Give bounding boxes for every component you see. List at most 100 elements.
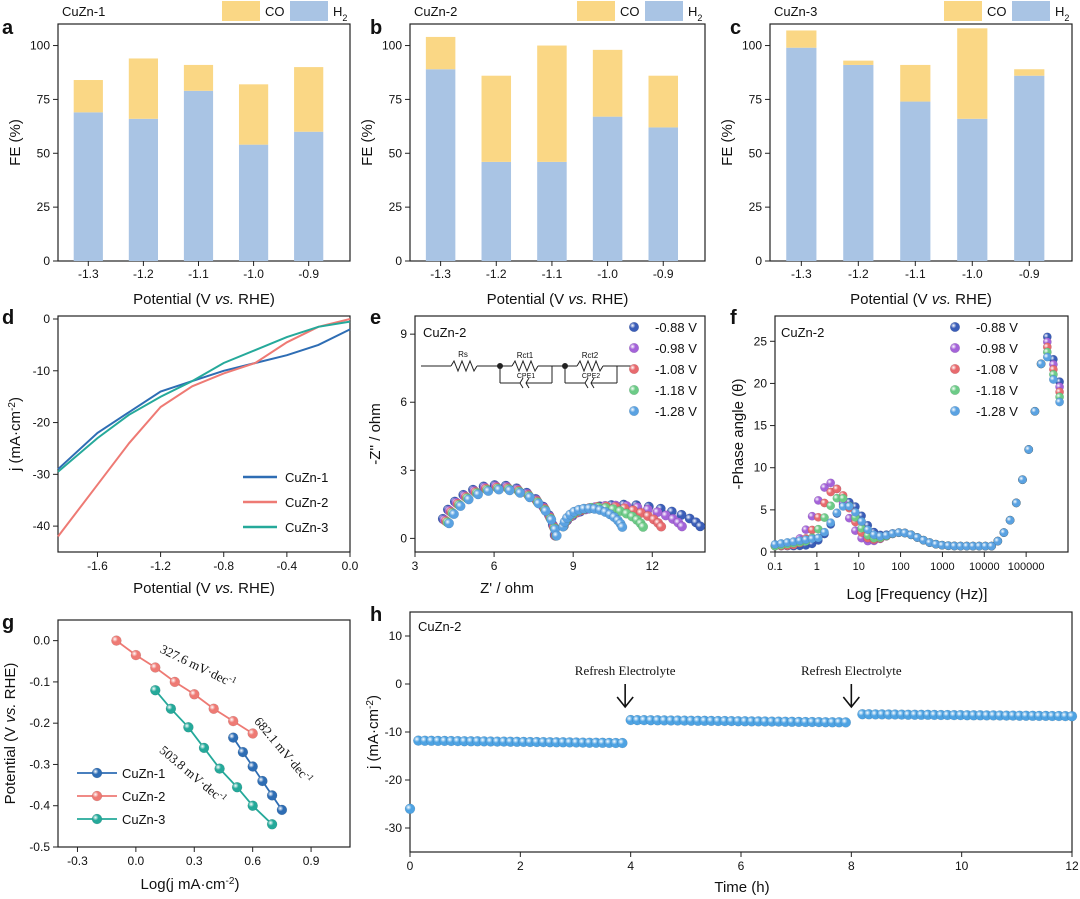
series-line-cuzn-1 [57, 328, 351, 470]
data-point [826, 478, 836, 488]
x-tick-label: -1.0 [962, 267, 983, 281]
bar-h2 [900, 101, 931, 262]
data-point [493, 484, 504, 495]
bar-co [425, 36, 456, 70]
y-tick-label: -30 [33, 467, 51, 481]
panel-title: CuZn-1 [62, 4, 105, 19]
data-point [1024, 445, 1034, 454]
data-point [448, 509, 459, 520]
x-axis-title: Log(j mA·cm-2) [141, 876, 240, 894]
x-tick-label: 3 [412, 559, 419, 573]
annotation-arrowhead [616, 696, 634, 709]
legend-marker [949, 342, 961, 354]
x-tick-label: -1.1 [905, 267, 926, 281]
y-tick-label: 50 [749, 146, 763, 160]
y-tick-label: 9 [400, 327, 407, 341]
y-tick-label: -0.3 [29, 757, 50, 771]
y-tick-label: 0.0 [33, 634, 50, 648]
x-axis-title: Log [Frequency (Hz)] [847, 586, 988, 603]
x-tick-label: -0.9 [298, 267, 319, 281]
data-point [183, 722, 194, 733]
legend-marker [628, 363, 640, 375]
slope-label-cuzn1: 682.1 mV·dec-1 [251, 713, 316, 786]
series-line-cuzn-3 [57, 320, 351, 473]
data-point [832, 484, 842, 494]
x-tick-label: 10 [955, 859, 969, 873]
data-point [1005, 515, 1015, 525]
data-point [130, 649, 142, 661]
x-tick-label: 0.1 [767, 561, 782, 573]
x-tick-label: 1 [814, 561, 820, 573]
y-tick-label: -20 [33, 416, 51, 430]
annotation-arrowhead [842, 696, 860, 709]
data-point [546, 514, 557, 525]
y-tick-label: 3 [400, 463, 407, 477]
legend-marker [91, 813, 103, 825]
circuit-label: Rs [458, 350, 468, 359]
x-tick-label: 6 [491, 559, 498, 573]
x-tick-label: 12 [646, 559, 660, 573]
data-point [455, 501, 466, 512]
panel-letter-c: c [730, 17, 741, 39]
data-point [695, 521, 706, 532]
y-tick-label: -0.1 [29, 675, 50, 689]
data-point [165, 703, 177, 714]
legend-marker [628, 321, 640, 333]
data-point [231, 781, 243, 793]
legend-marker [949, 405, 961, 417]
x-tick-label: -1.0 [597, 267, 618, 281]
y-tick-label: 100 [742, 39, 762, 53]
x-tick-label: -1.2 [150, 559, 171, 573]
plot-frame [57, 619, 351, 848]
annotation-refresh-electrolyte: Refresh Electrolyte [801, 663, 902, 678]
panel-letter-g: g [2, 612, 14, 634]
plot-frame [414, 315, 706, 553]
bar-h2 [128, 118, 158, 261]
legend-label-h2: H2 [1055, 4, 1069, 23]
x-tick-label: 100000 [1008, 561, 1045, 573]
y-tick-label: -0.2 [29, 716, 50, 730]
x-tick-label: 4 [627, 859, 634, 873]
y-tick-label: -30 [385, 821, 403, 835]
y-tick-label: 0 [43, 254, 50, 268]
panel-title: CuZn-2 [423, 325, 466, 340]
x-tick-label: -1.2 [133, 267, 154, 281]
circuit-label: Rct2 [582, 351, 599, 360]
legend-label-h2: H2 [333, 4, 347, 23]
y-axis-title: j (mA·cm-2) [7, 397, 25, 472]
legend-label: -1.18 V [976, 383, 1018, 398]
y-axis-title: Potential (V vs. RHE) [2, 663, 19, 805]
data-point [1055, 397, 1065, 407]
x-tick-label: -0.3 [67, 854, 88, 868]
data-point [227, 732, 239, 743]
bar-co [1014, 69, 1045, 76]
bar-co [648, 75, 679, 128]
data-point [198, 742, 210, 754]
x-tick-label: 0.0 [128, 854, 145, 868]
y-tick-label: -10 [385, 725, 403, 739]
data-point [832, 508, 842, 518]
data-point [111, 635, 122, 646]
legend-marker [91, 767, 103, 779]
data-point [443, 518, 455, 529]
y-tick-label: 75 [389, 92, 403, 106]
legend-label: CuZn-2 [122, 789, 165, 804]
legend-marker [628, 342, 640, 354]
y-tick-label: 75 [37, 92, 51, 106]
legend-label-co: CO [620, 4, 640, 19]
legend-label: -1.08 V [976, 362, 1018, 377]
x-tick-label: 0.9 [303, 854, 320, 868]
data-point [840, 717, 852, 728]
data-point [813, 533, 823, 543]
y-tick-label: 50 [37, 146, 51, 160]
legend-label: CuZn-3 [122, 812, 165, 827]
x-tick-label: -0.4 [277, 559, 298, 573]
legend-swatch-h2 [1012, 1, 1050, 21]
data-point [987, 541, 997, 551]
y-tick-label: -40 [33, 519, 51, 533]
panel-title: CuZn-2 [414, 4, 457, 19]
circuit-label: CPE2 [582, 373, 600, 380]
panel-title: CuZn-2 [781, 325, 824, 340]
legend-swatch-h2 [645, 1, 683, 21]
panel-letter-h: h [370, 604, 382, 626]
